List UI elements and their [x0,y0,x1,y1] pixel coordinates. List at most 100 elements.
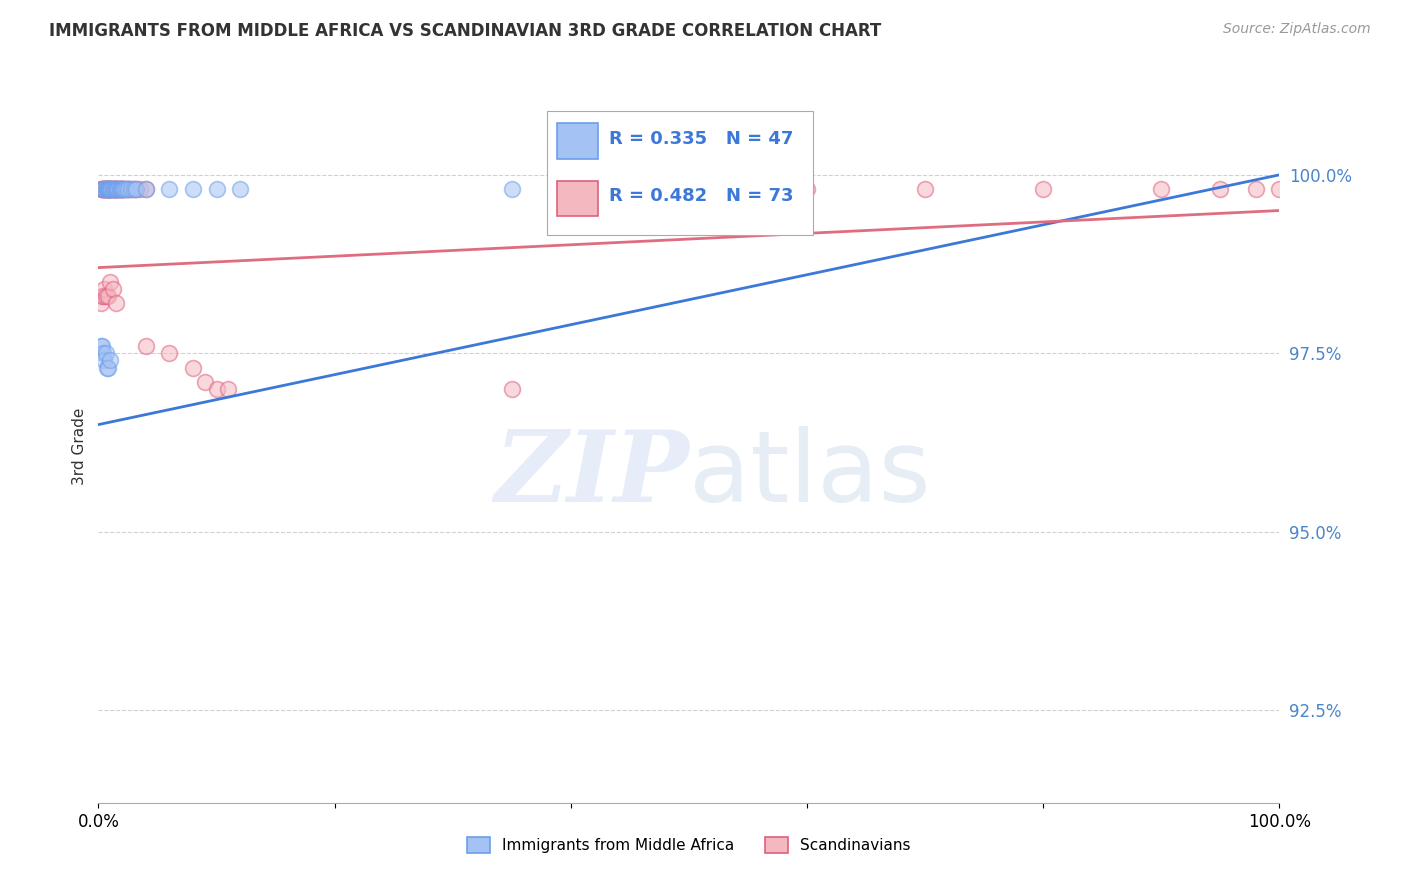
Point [103,182,125,196]
Point [205,182,228,196]
Point [105,296,128,310]
Point [111,182,134,196]
Point [1209,182,1232,196]
Point [105,182,128,196]
Point [100,182,122,196]
Point [914,182,936,196]
Point [103,182,125,196]
Point [93,353,115,368]
Point [94,182,117,196]
Point [157,182,180,196]
Point [94,289,117,303]
Point [98,182,121,196]
Point [118,182,141,196]
Point [110,182,132,196]
Point [96,182,118,196]
Point [93,282,115,296]
Point [181,360,204,375]
Point [101,182,124,196]
Text: R = 0.335   N = 47: R = 0.335 N = 47 [609,130,793,148]
Point [98,182,121,196]
Point [105,182,128,196]
Point [114,182,136,196]
Y-axis label: 3rd Grade: 3rd Grade [72,408,87,484]
Point [97,182,120,196]
Point [93,182,115,196]
Point [135,182,157,196]
Point [97,182,120,196]
Point [93,182,115,196]
Point [112,182,135,196]
Point [101,182,124,196]
Point [91,182,114,196]
Point [94,182,117,196]
Point [217,382,239,396]
Point [96,182,118,196]
Point [135,339,157,353]
Point [105,182,128,196]
Point [108,182,131,196]
Point [117,182,139,196]
Point [91,182,114,196]
Point [194,375,217,389]
Point [94,346,117,360]
Point [104,182,127,196]
Point [96,182,118,196]
Point [108,182,131,196]
Point [181,182,204,196]
Text: atlas: atlas [689,426,931,523]
Point [98,182,121,196]
Point [1150,182,1173,196]
Point [104,182,127,196]
Point [91,289,114,303]
Point [98,275,121,289]
Point [100,182,122,196]
Point [107,182,129,196]
FancyBboxPatch shape [547,111,813,235]
Point [105,182,128,196]
Point [108,182,131,196]
Point [91,182,114,196]
FancyBboxPatch shape [557,180,598,216]
Point [121,182,143,196]
Point [90,296,112,310]
Point [91,339,114,353]
Point [1244,182,1267,196]
Point [111,182,134,196]
Point [97,289,120,303]
Point [93,182,115,196]
Point [97,182,120,196]
Point [117,182,139,196]
Point [1032,182,1054,196]
Point [97,360,120,375]
FancyBboxPatch shape [557,123,598,159]
Point [98,182,121,196]
Point [91,182,114,196]
Point [135,182,157,196]
Point [128,182,150,196]
Point [108,182,131,196]
Point [229,182,252,196]
Point [90,339,112,353]
Point [112,182,135,196]
Text: Source: ZipAtlas.com: Source: ZipAtlas.com [1223,22,1371,37]
Point [110,182,132,196]
Point [98,182,121,196]
Point [105,182,128,196]
Point [796,182,818,196]
Point [98,182,121,196]
Point [100,182,122,196]
Point [101,182,124,196]
Point [205,382,228,396]
Point [101,282,124,296]
Point [93,182,115,196]
Point [122,182,145,196]
Point [104,182,127,196]
Point [157,346,180,360]
Point [1268,182,1291,196]
Point [98,182,121,196]
Point [97,182,120,196]
Point [125,182,148,196]
Point [501,382,523,396]
Point [112,182,135,196]
